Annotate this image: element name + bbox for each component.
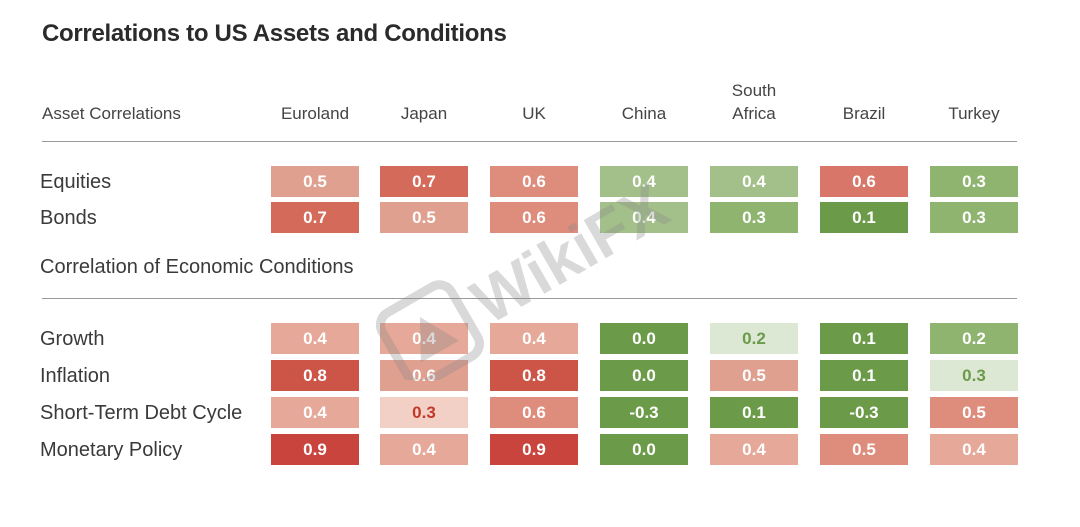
asset-correlations-header: Asset Correlations [42, 104, 181, 123]
heatmap-cell: 0.9 [490, 434, 578, 465]
header-rule [42, 141, 1017, 142]
column-header: UK [479, 102, 589, 125]
row-label: Bonds [40, 207, 97, 229]
column-header-line: UK [522, 104, 546, 123]
heatmap-cell: 0.5 [380, 202, 468, 233]
row-label: Monetary Policy [40, 439, 183, 461]
column-header: Japan [369, 102, 479, 125]
heatmap-cell: 0.3 [930, 202, 1018, 233]
row-label: Short-Term Debt Cycle [40, 402, 243, 424]
column-header-line: Africa [732, 104, 776, 123]
heatmap-cell: 0.3 [380, 397, 468, 428]
heatmap-cell: 0.6 [490, 202, 578, 233]
chart-title: Correlations to US Assets and Conditions [42, 20, 507, 47]
heatmap-cell: 0.1 [820, 323, 908, 354]
heatmap-cell: 0.7 [271, 202, 359, 233]
column-header-line: Brazil [842, 104, 886, 123]
heatmap-cell: 0.7 [380, 166, 468, 197]
heatmap-cell: 0.1 [820, 360, 908, 391]
heatmap-cell: 0.9 [271, 434, 359, 465]
heatmap-cell: 0.1 [710, 397, 798, 428]
heatmap-cell: 0.3 [710, 202, 798, 233]
heatmap-cell: 0.2 [710, 323, 798, 354]
heatmap-cell: 0.4 [710, 166, 798, 197]
column-header-line: Japan [400, 104, 448, 123]
column-header-line: China [621, 104, 667, 123]
heatmap-cell: -0.3 [820, 397, 908, 428]
heatmap-cell: 0.4 [710, 434, 798, 465]
heatmap-cell: 0.2 [930, 323, 1018, 354]
column-header: Brazil [809, 102, 919, 125]
heatmap-cell: 0.6 [490, 166, 578, 197]
heatmap-cell: 0.0 [600, 434, 688, 465]
heatmap-cell: 0.5 [271, 166, 359, 197]
heatmap-cell: 0.4 [271, 323, 359, 354]
column-header-line: Euroland [280, 104, 350, 123]
heatmap-cell: 0.4 [380, 323, 468, 354]
heatmap-cell: 0.3 [930, 360, 1018, 391]
column-header-line: Turkey [948, 104, 1000, 123]
heatmap-cell: 0.5 [820, 434, 908, 465]
heatmap-cell: 0.5 [710, 360, 798, 391]
heatmap-cell: 0.4 [380, 434, 468, 465]
heatmap-cell: 0.4 [490, 323, 578, 354]
row-label: Growth [40, 328, 105, 350]
heatmap-cell: 0.5 [930, 397, 1018, 428]
heatmap-cell: 0.6 [490, 397, 578, 428]
heatmap-cell: -0.3 [600, 397, 688, 428]
heatmap-cell: 0.8 [490, 360, 578, 391]
heatmap-cell: 0.4 [271, 397, 359, 428]
column-header: South Africa [699, 79, 809, 125]
heatmap-cell: 0.1 [820, 202, 908, 233]
heatmap-cell: 0.4 [600, 202, 688, 233]
heatmap-cell: 0.4 [600, 166, 688, 197]
heatmap-cell: 0.0 [600, 323, 688, 354]
heatmap-cell: 0.6 [820, 166, 908, 197]
heatmap-cell: 0.3 [930, 166, 1018, 197]
heatmap-cell: 0.6 [380, 360, 468, 391]
column-header: China [589, 102, 699, 125]
column-header: Turkey [919, 102, 1029, 125]
section-label-economic-conditions: Correlation of Economic Conditions [40, 256, 354, 278]
heatmap-cell: 0.0 [600, 360, 688, 391]
heatmap-cell: 0.4 [930, 434, 1018, 465]
section-rule [42, 298, 1017, 299]
row-label: Equities [40, 171, 112, 193]
heatmap-cell: 0.8 [271, 360, 359, 391]
row-label: Inflation [40, 365, 111, 387]
column-header: Euroland [260, 102, 370, 125]
column-header-line: South [731, 81, 777, 100]
